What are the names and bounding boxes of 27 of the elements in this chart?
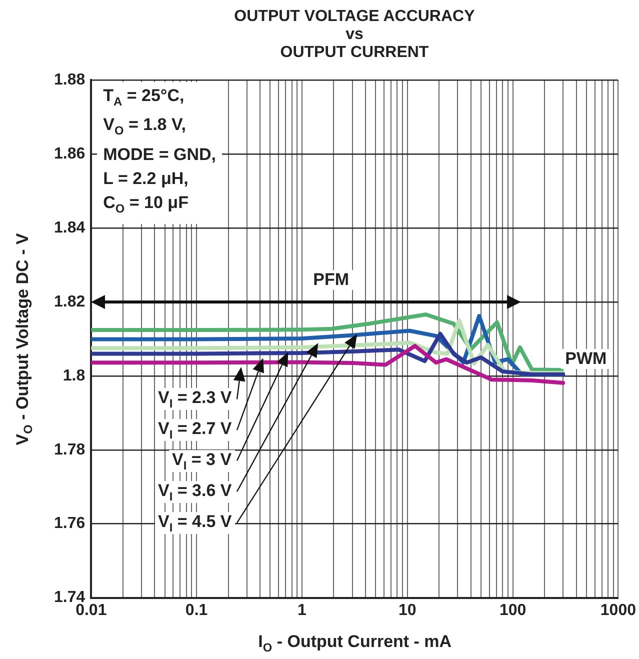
x-axis-title: I$_{O}$ - Output Current - mA (258, 632, 452, 654)
x-tick-label: 1000 (600, 602, 636, 619)
y-tick-label: 1.76 (54, 515, 86, 532)
text: V$_{I}$ = 2.7 V (155, 418, 235, 442)
y-tick-label: 1.78 (54, 441, 86, 458)
y-tick-label: 1.82 (54, 293, 86, 310)
text: V$_{I}$ = 3.6 V (155, 480, 235, 504)
text: V$_{I}$ = 3 V (169, 450, 235, 472)
annotation: MODE = GND, (103, 144, 216, 164)
series-label: V$_{I}$ = 2.3 V (155, 388, 235, 410)
annotation: T$_{A}$ = 25°C, (103, 86, 184, 108)
annotation: PFM (309, 270, 354, 290)
x-tick-label: 0.01 (76, 602, 107, 619)
y-tick-label: 1.84 (54, 219, 86, 236)
x-tick-label: 10 (398, 602, 416, 619)
chart-title: OUTPUT VOLTAGE ACCURACY vs OUTPUT CURRENT (234, 8, 475, 62)
y-tick-label: 1.86 (54, 145, 86, 162)
annotation: PWM (561, 348, 611, 369)
x-tick-label: 1 (298, 602, 307, 619)
x-tick-label: 0.1 (185, 602, 208, 619)
annotation: V$_{O}$ = 1.8 V, (103, 115, 186, 138)
annotation: C$_{O}$ = 10 μF (103, 192, 188, 216)
y-tick-label: 1.88 (54, 71, 86, 88)
annotation: L = 2.2 μH, (103, 168, 188, 188)
x-tick-label: 100 (499, 602, 526, 619)
text: V$_{I}$ = 4.5 V (155, 512, 235, 534)
y-tick-label: 1.8 (62, 367, 86, 384)
